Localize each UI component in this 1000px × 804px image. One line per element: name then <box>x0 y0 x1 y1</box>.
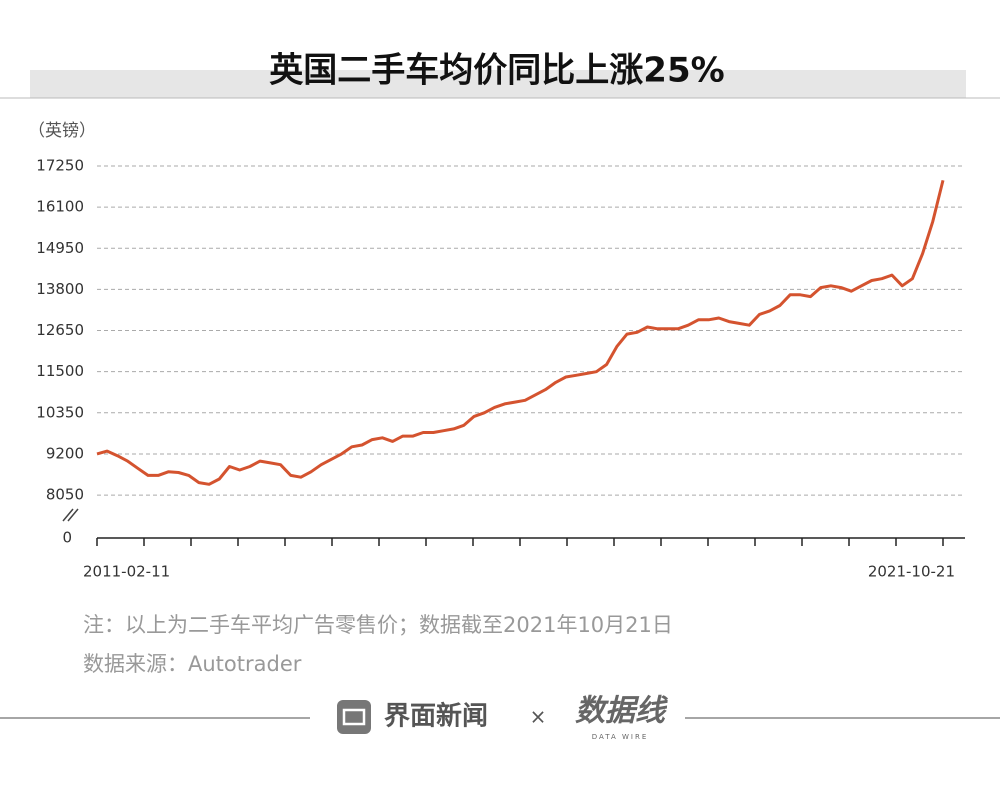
axis-break <box>67 508 79 522</box>
chart-title: 英国二手车均价同比上涨25% <box>269 51 724 91</box>
note: 注：以上为二手车平均广告零售价；数据截至2021年10月21日 <box>83 613 673 637</box>
partner-sub: DATA WIRE <box>592 733 649 741</box>
x-tick-label: 2011-02-11 <box>83 563 170 581</box>
title-band <box>30 70 966 98</box>
source: 数据来源：Autotrader <box>83 652 302 676</box>
y-axis-label: （英镑） <box>28 121 96 141</box>
y-tick-label: 10350 <box>36 403 84 421</box>
times: × <box>530 705 547 729</box>
x-tick-label: 2021-10-21 <box>868 563 955 581</box>
y-tick-label: 16100 <box>36 198 84 216</box>
y-tick-label: 8050 <box>46 486 84 504</box>
axis-break <box>62 508 74 522</box>
brand-icon-mark <box>342 708 366 726</box>
y-tick-label: 9200 <box>46 444 84 462</box>
y-tick-label: 0 <box>62 529 72 547</box>
y-tick-label: 12650 <box>36 321 84 339</box>
brand: 界面新闻 <box>384 701 488 732</box>
partner: 数据线 <box>575 694 669 729</box>
y-tick-label: 14950 <box>36 239 84 257</box>
y-tick-label: 17250 <box>36 157 84 175</box>
y-tick-label: 13800 <box>36 280 84 298</box>
brand-icon <box>337 700 371 734</box>
y-tick-label: 11500 <box>36 362 84 380</box>
data-line <box>96 179 945 486</box>
